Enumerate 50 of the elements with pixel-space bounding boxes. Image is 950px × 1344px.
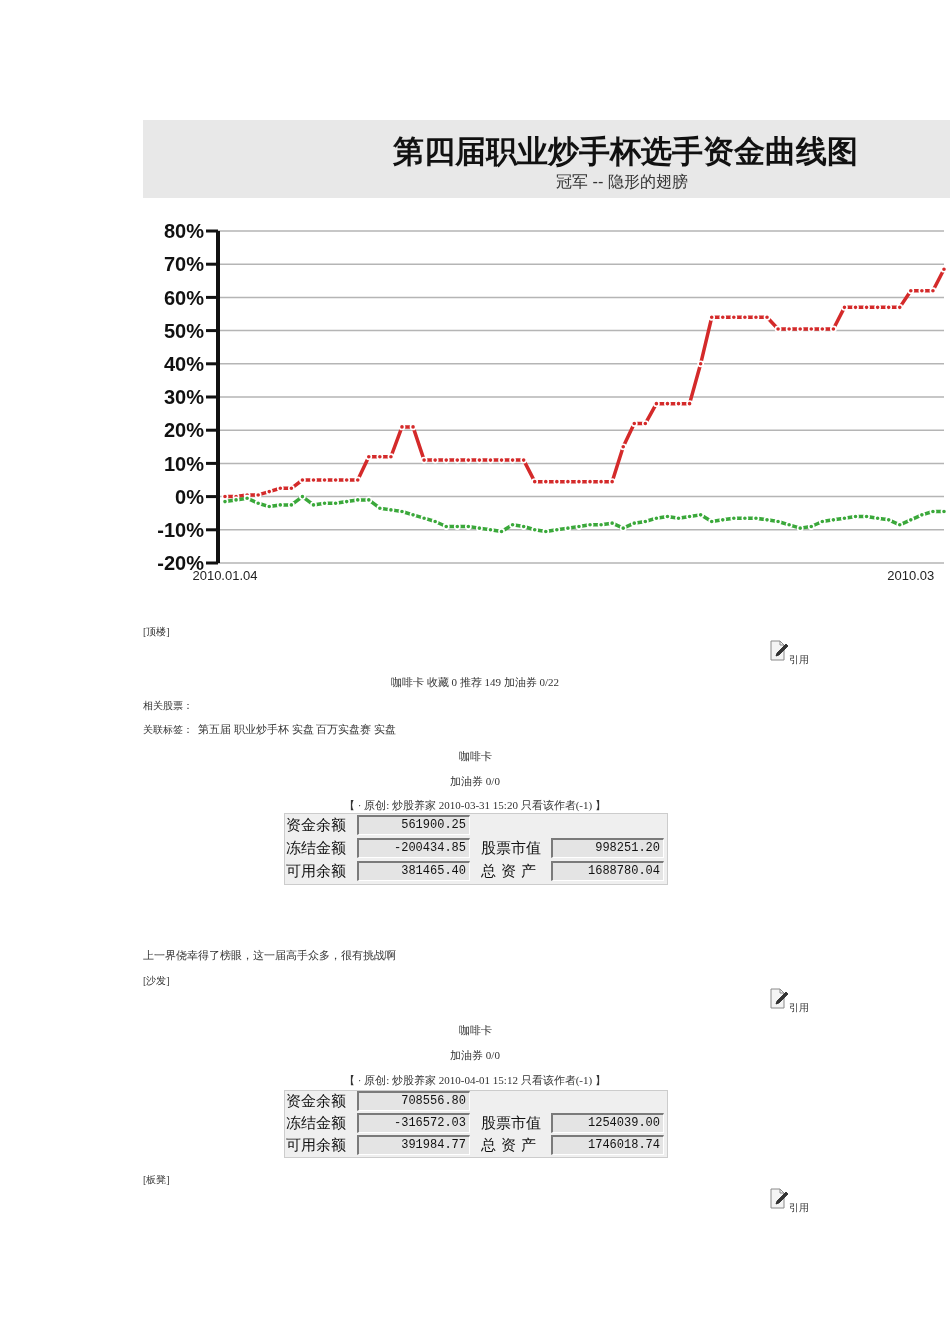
y-tick-label: 50%	[163, 319, 205, 342]
text: 咖啡卡	[458, 1022, 492, 1038]
text: 可用余额	[286, 861, 346, 881]
text: 引用	[789, 1001, 809, 1015]
y-tick-label: 30%	[163, 386, 205, 409]
value-field: 708556.80	[357, 1091, 470, 1111]
value-field: 391984.77	[357, 1135, 470, 1155]
text: 可用余额	[286, 1135, 346, 1155]
text: [沙发]	[143, 974, 170, 988]
value-field: 1254039.00	[551, 1113, 664, 1133]
text: 【 · 原创: 炒股养家 2010-03-31 15:20 只看该作者(-1) 】	[344, 797, 606, 813]
y-tick-label: -10%	[157, 518, 205, 541]
y-tick-label: 20%	[163, 419, 205, 442]
y-tick-label: 0%	[175, 485, 205, 508]
y-tick-label: 70%	[163, 253, 205, 276]
text: 股票市值	[481, 1113, 541, 1133]
text: 第五届 职业炒手杯 实盘 百万实盘赛 实盘	[198, 721, 396, 737]
text: 冻结金额	[286, 838, 346, 858]
text: 相关股票：	[143, 699, 193, 713]
text: 总 资 产	[481, 1135, 536, 1155]
value-field: 381465.40	[357, 861, 470, 881]
text: 【 · 原创: 炒股养家 2010-04-01 15:12 只看该作者(-1) 】	[344, 1072, 606, 1088]
y-tick-label: 40%	[163, 352, 205, 375]
text: 关联标签：	[143, 723, 193, 737]
text: 资金余额	[286, 815, 346, 835]
text: [板凳]	[143, 1173, 170, 1187]
chart-subtitle: 冠军 -- 隐形的翅膀	[555, 172, 689, 192]
text: 引用	[789, 653, 809, 667]
text: 冻结金额	[286, 1113, 346, 1133]
y-tick-label: 80%	[163, 220, 205, 243]
value-field: 1688780.04	[551, 861, 664, 881]
text: 加油券 0/0	[450, 1047, 500, 1063]
text: 咖啡卡	[458, 748, 492, 764]
text: 股票市值	[481, 838, 541, 858]
x-tick-label: 2010.03	[887, 568, 935, 584]
value-field: -200434.85	[357, 838, 470, 858]
chart-title: 第四届职业炒手杯选手资金曲线图	[392, 132, 858, 170]
y-tick-label: 10%	[163, 452, 205, 475]
text: 咖啡卡 收藏 0 推荐 149 加油券 0/22	[390, 674, 560, 690]
text: 加油券 0/0	[450, 773, 500, 789]
value-field: 561900.25	[357, 815, 470, 835]
text: 资金余额	[286, 1091, 346, 1111]
text: 引用	[789, 1201, 809, 1215]
value-field: 1746018.74	[551, 1135, 664, 1155]
value-field: -316572.03	[357, 1113, 470, 1133]
text: [顶楼]	[143, 625, 170, 639]
value-field: 998251.20	[551, 838, 664, 858]
text: 总 资 产	[481, 861, 536, 881]
y-tick-label: 60%	[163, 286, 205, 309]
text: 上一界侥幸得了榜眼，这一届高手众多，很有挑战啊	[143, 947, 396, 963]
